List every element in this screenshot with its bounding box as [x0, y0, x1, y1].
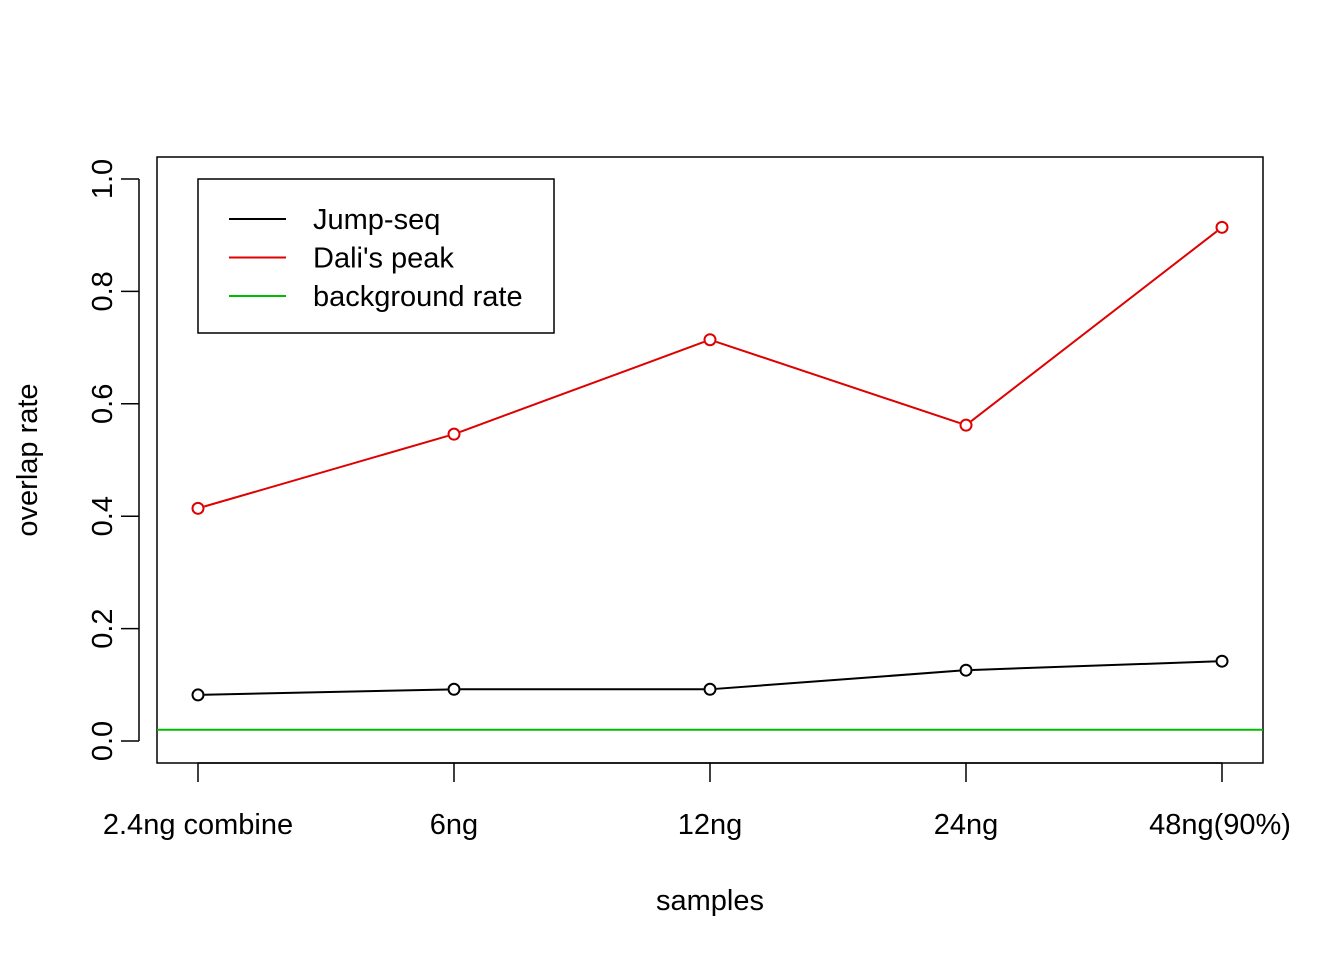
series-segment [459, 341, 705, 433]
series-dali-s-peak [191, 220, 1229, 515]
data-point [191, 688, 205, 702]
legend-label: Jump-seq [313, 204, 440, 236]
legend-label: background rate [313, 281, 523, 313]
series-group [191, 220, 1229, 702]
x-tick-label: 48ng(90%) [1149, 809, 1291, 841]
y-tick-label: 0.8 [87, 271, 119, 311]
legend: Jump-seq Dali's peak background rate [197, 178, 555, 334]
data-point [959, 418, 973, 432]
x-tick-label: 12ng [678, 809, 743, 841]
x-tick-label: 6ng [430, 809, 478, 841]
data-point [447, 427, 461, 441]
y-tick-label: 0.2 [87, 608, 119, 648]
data-point [959, 663, 973, 677]
data-point [447, 682, 461, 696]
data-point [1215, 654, 1229, 668]
y-tick-label: 1.0 [87, 159, 119, 199]
series-segment [970, 230, 1218, 422]
legend-box [197, 178, 555, 334]
y-tick-label: 0.0 [87, 721, 119, 761]
series-jump-seq [191, 654, 1229, 702]
data-point [1215, 220, 1229, 234]
y-axis-title: overlap rate [12, 383, 44, 536]
series-segment [715, 340, 961, 425]
y-tick-label: 0.6 [87, 384, 119, 424]
x-tick-label: 2.4ng combine [103, 809, 293, 841]
legend-label: Dali's peak [313, 243, 454, 275]
series-segment [716, 669, 960, 690]
x-axis-title: samples [656, 885, 764, 917]
y-axis: 0.0 0.2 0.4 0.6 0.8 1.0 [87, 159, 140, 761]
x-tick-label: 24ng [934, 809, 999, 841]
series-segment [972, 660, 1216, 671]
y-tick-label: 0.4 [87, 496, 119, 536]
data-point [703, 333, 717, 347]
data-point [703, 682, 717, 696]
x-axis: 2.4ng combine 6ng 12ng 24ng 48ng(90%) [103, 762, 1291, 841]
data-point [191, 501, 205, 515]
series-segment [204, 688, 448, 696]
series-segment [203, 434, 449, 508]
